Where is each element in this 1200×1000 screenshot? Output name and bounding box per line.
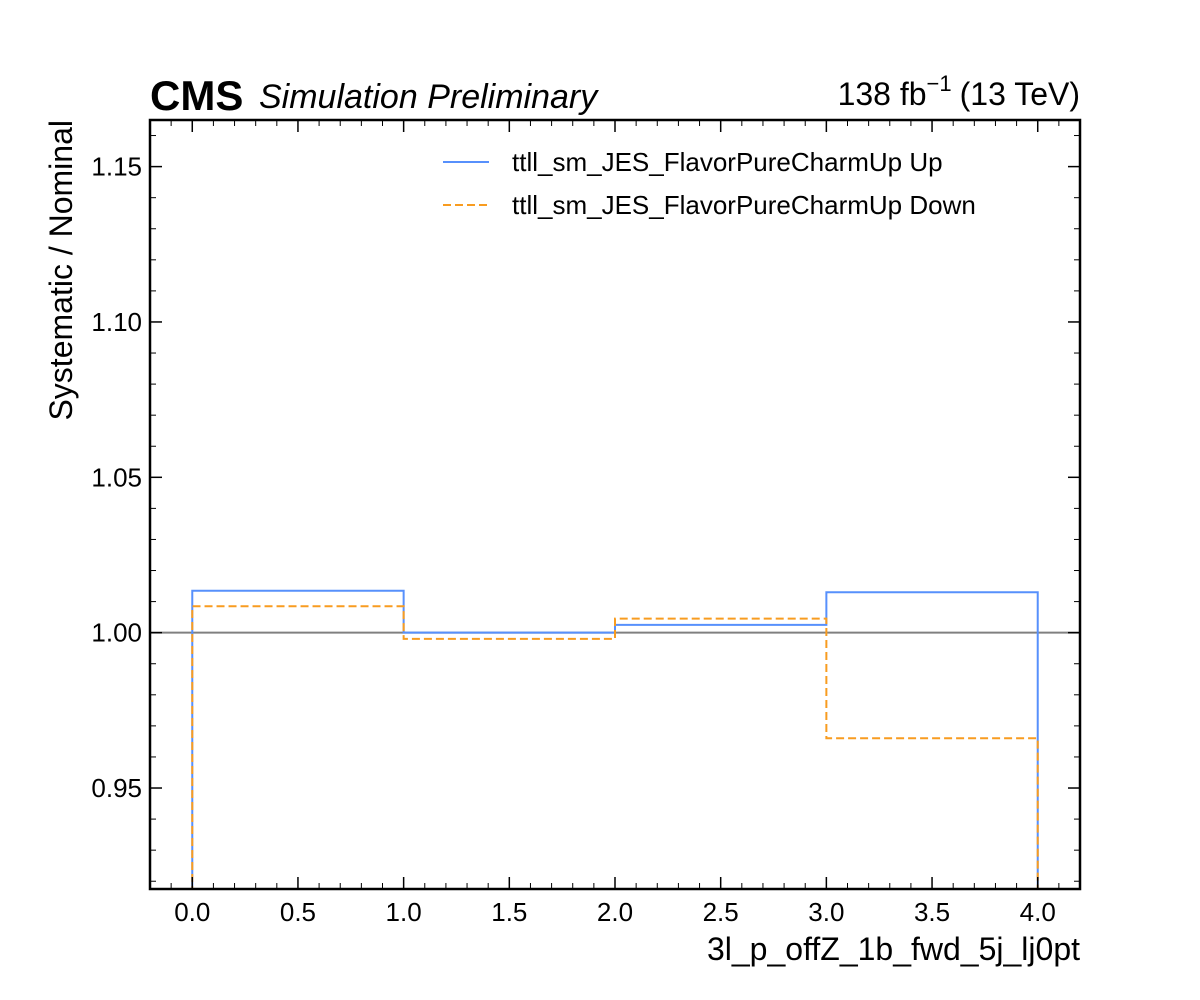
x-tick-label: 0.0 bbox=[174, 897, 210, 927]
lumi-value: 138 fb bbox=[838, 76, 927, 112]
series-line-2 bbox=[191, 605, 1039, 888]
legend-label-2: ttll_sm_JES_FlavorPureCharmUp Down bbox=[512, 190, 976, 220]
lumi-exponent: −1 bbox=[927, 71, 952, 96]
y-tick-label: 1.00 bbox=[91, 618, 142, 648]
cms-label: CMS bbox=[150, 72, 243, 119]
x-tick-label: 4.0 bbox=[1020, 897, 1056, 927]
plot-frame bbox=[148, 118, 1082, 891]
x-tick-label: 2.0 bbox=[597, 897, 633, 927]
lumi-energy: (13 TeV) bbox=[960, 76, 1080, 112]
legend: ttll_sm_JES_FlavorPureCharmUp Up ttll_sm_… bbox=[443, 147, 976, 220]
x-tick-label: 1.5 bbox=[491, 897, 527, 927]
y-tick-label: 0.95 bbox=[91, 773, 142, 803]
plot-content bbox=[151, 589, 1079, 888]
axis-tick-labels: 0.0 0.5 1.0 1.5 2.0 2.5 3.0 3.5 4.0 0.95 1.00 1.05 1… bbox=[91, 152, 1055, 927]
axis-ticks bbox=[150, 120, 1080, 889]
cms-subtitle: Simulation Preliminary bbox=[259, 78, 599, 116]
x-axis-title: 3l_p_offZ_1b_fwd_5j_lj0pt bbox=[707, 931, 1080, 967]
y-tick-label: 1.05 bbox=[91, 462, 142, 492]
x-tick-label: 3.5 bbox=[914, 897, 950, 927]
x-tick-label: 2.5 bbox=[703, 897, 739, 927]
y-tick-label: 1.10 bbox=[91, 307, 142, 337]
y-axis-title: Systematic / Nominal bbox=[43, 120, 79, 421]
y-tick-label: 1.15 bbox=[91, 152, 142, 182]
lumi-label: 138 fb−1 (13 TeV) bbox=[838, 71, 1080, 112]
x-tick-label: 0.5 bbox=[280, 897, 316, 927]
legend-label-1: ttll_sm_JES_FlavorPureCharmUp Up bbox=[512, 147, 943, 177]
x-tick-label: 3.0 bbox=[808, 897, 844, 927]
x-tick-label: 1.0 bbox=[386, 897, 422, 927]
series-line-1 bbox=[191, 589, 1039, 888]
